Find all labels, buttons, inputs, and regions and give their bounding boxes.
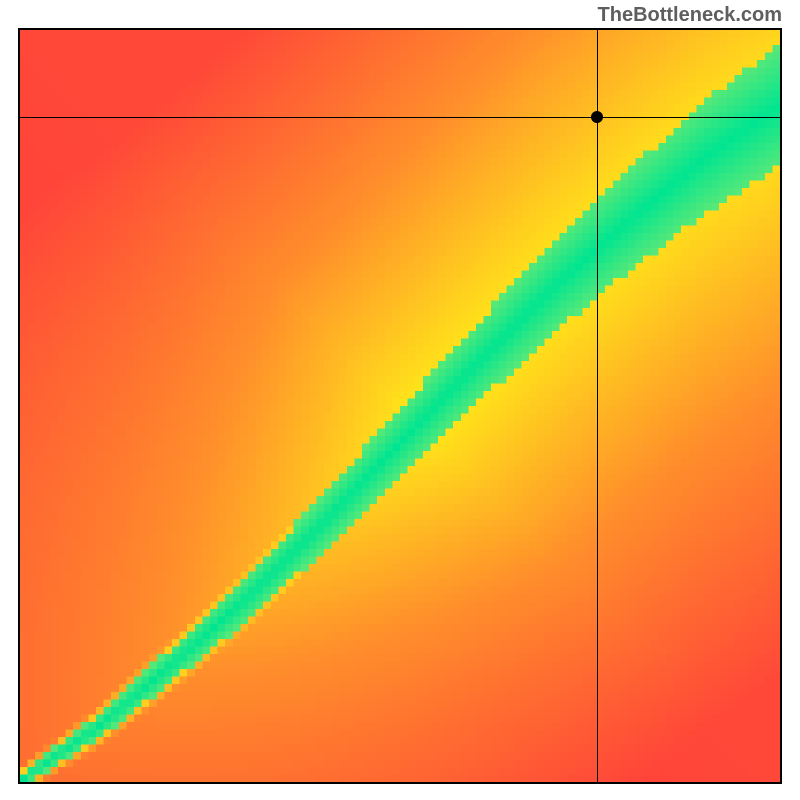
crosshair-vertical (597, 30, 598, 782)
heatmap-chart (18, 28, 782, 784)
chart-container: { "attribution": "TheBottleneck.com", "c… (0, 0, 800, 800)
crosshair-horizontal (20, 117, 780, 118)
heatmap-canvas (20, 30, 780, 782)
marker-dot (591, 111, 603, 123)
attribution-text: TheBottleneck.com (598, 4, 782, 27)
